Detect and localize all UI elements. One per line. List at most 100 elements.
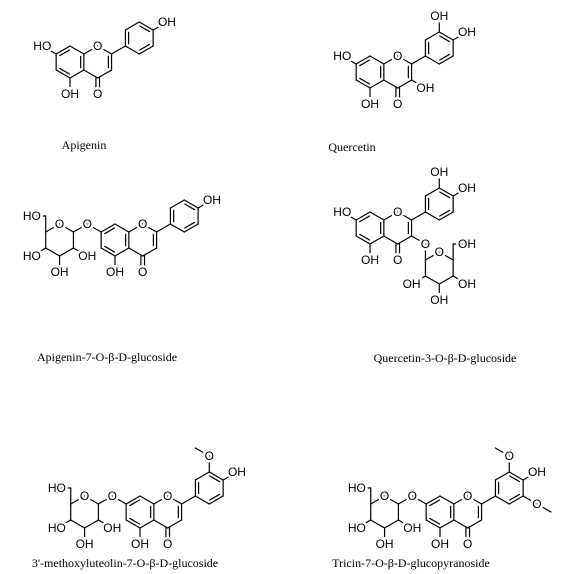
bond bbox=[397, 55, 413, 65]
bond bbox=[494, 471, 510, 481]
bond bbox=[429, 517, 441, 525]
compound-name: Apigenin-7-O-β-D-glucoside bbox=[37, 350, 177, 364]
atom-label: HO bbox=[23, 209, 41, 223]
bond bbox=[522, 471, 538, 481]
bond bbox=[139, 519, 155, 529]
bond bbox=[100, 247, 116, 257]
bond bbox=[410, 235, 427, 245]
bond bbox=[86, 223, 102, 233]
bond bbox=[197, 199, 213, 209]
atom-label: OH bbox=[376, 537, 394, 551]
bond bbox=[467, 495, 483, 505]
bond bbox=[41, 45, 57, 55]
atom-label: O bbox=[205, 449, 214, 463]
bond bbox=[452, 31, 468, 41]
atom-label: HO bbox=[33, 39, 51, 53]
bond bbox=[69, 45, 85, 55]
atom-label: O bbox=[421, 237, 430, 251]
bond bbox=[359, 59, 371, 67]
bond bbox=[355, 235, 371, 245]
bond bbox=[194, 447, 210, 457]
atom-label: O bbox=[380, 489, 389, 503]
bond bbox=[208, 471, 224, 481]
bond bbox=[45, 223, 61, 233]
atom-label: HO bbox=[48, 521, 66, 535]
compound-name: 3'-methoxyluteolin-7-O-β-D-glucoside bbox=[32, 556, 218, 570]
compound-name: Apigenin bbox=[62, 138, 107, 152]
bond bbox=[69, 69, 85, 79]
bond bbox=[438, 55, 454, 65]
bond bbox=[355, 79, 371, 89]
bond bbox=[439, 209, 451, 217]
bond bbox=[425, 519, 441, 529]
atom-label: OH bbox=[458, 277, 476, 291]
bond bbox=[167, 519, 183, 529]
bond bbox=[452, 187, 468, 197]
bond bbox=[111, 495, 127, 505]
atom-label: O bbox=[80, 489, 89, 503]
bond bbox=[452, 275, 468, 285]
atom-label: OH bbox=[61, 87, 79, 101]
bond bbox=[359, 233, 371, 241]
atom-label: OH bbox=[361, 253, 379, 267]
bond bbox=[129, 517, 141, 525]
compound-name: Quercetin-3-O-β-D-glucoside bbox=[374, 351, 517, 365]
bond bbox=[209, 475, 221, 483]
bond bbox=[180, 495, 197, 505]
bond bbox=[184, 221, 196, 229]
bond bbox=[467, 519, 483, 529]
atom-label: HO bbox=[333, 49, 351, 63]
bond bbox=[194, 471, 210, 481]
atom-label: O bbox=[393, 205, 402, 219]
bond bbox=[169, 223, 185, 233]
atom-label: O bbox=[505, 449, 514, 463]
atom-label: OH bbox=[106, 265, 124, 279]
atom-label: O bbox=[408, 489, 417, 503]
bond bbox=[139, 43, 151, 51]
bond bbox=[410, 211, 427, 221]
bond bbox=[128, 223, 144, 233]
bond bbox=[494, 495, 510, 505]
atom-label: OH bbox=[431, 537, 449, 551]
atom-label: O bbox=[163, 537, 172, 551]
atom-label: O bbox=[393, 49, 402, 63]
bond bbox=[355, 211, 371, 221]
bond bbox=[194, 495, 210, 505]
bond bbox=[58, 223, 75, 233]
atom-label: O bbox=[138, 217, 147, 231]
atom-label: HO bbox=[348, 481, 366, 495]
bond bbox=[355, 55, 371, 65]
bond bbox=[341, 55, 357, 65]
bond bbox=[424, 275, 440, 285]
bond bbox=[142, 223, 158, 233]
bond bbox=[383, 211, 399, 221]
bond bbox=[167, 495, 183, 505]
atom-label: O bbox=[93, 39, 102, 53]
atom-label: HO bbox=[333, 205, 351, 219]
bond bbox=[142, 247, 158, 257]
atom-label: O bbox=[532, 497, 541, 511]
bond bbox=[45, 247, 61, 257]
atom-label: OH bbox=[416, 81, 434, 95]
bond bbox=[369, 55, 385, 65]
atom-label: OH bbox=[458, 181, 476, 195]
bond bbox=[438, 187, 454, 197]
bond bbox=[359, 77, 371, 85]
atom-label: OH bbox=[403, 277, 421, 291]
bond bbox=[425, 495, 441, 505]
bond bbox=[424, 211, 440, 221]
atom-label: OH bbox=[430, 9, 448, 23]
atom-label: O bbox=[435, 245, 444, 259]
bond bbox=[369, 235, 385, 245]
atom-label: OH bbox=[228, 465, 246, 479]
bond bbox=[494, 447, 510, 457]
bond bbox=[183, 199, 199, 209]
bond bbox=[341, 211, 357, 221]
atom-label: HO bbox=[48, 481, 66, 495]
bond bbox=[110, 45, 127, 55]
bond bbox=[72, 223, 88, 233]
bond bbox=[453, 519, 469, 529]
bond bbox=[397, 211, 413, 221]
atom-label: OH bbox=[403, 521, 421, 535]
atom-label: OH bbox=[78, 249, 96, 263]
